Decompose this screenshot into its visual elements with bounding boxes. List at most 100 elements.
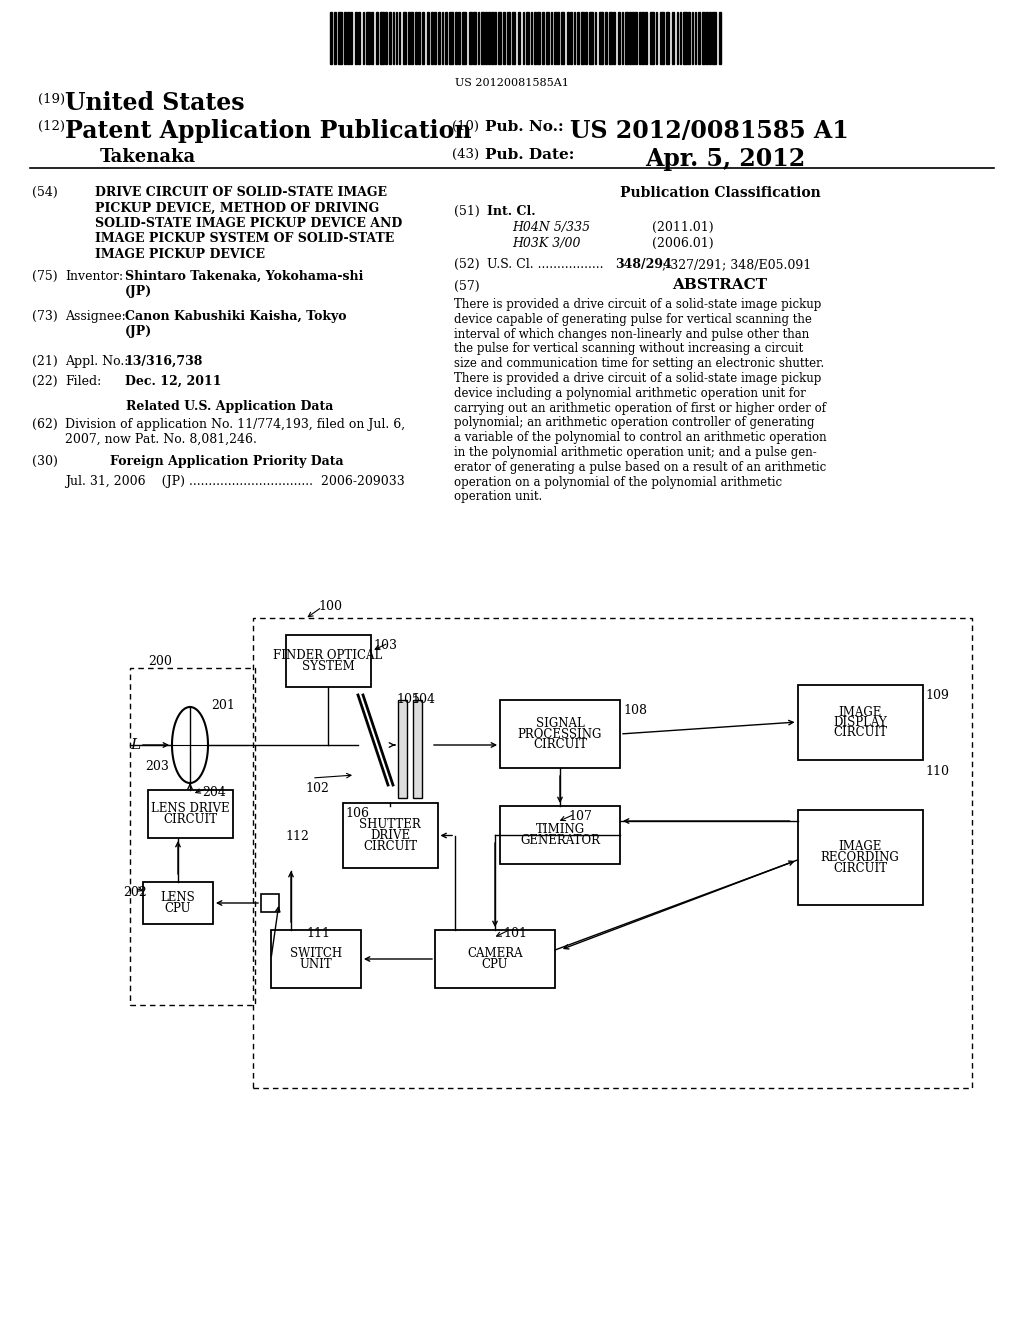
Text: (57): (57) (454, 280, 479, 293)
Text: CPU: CPU (481, 958, 508, 970)
Bar (469, 12, 471, 63)
Text: UNIT: UNIT (300, 958, 333, 970)
Bar (551, 12, 552, 63)
Text: 202: 202 (123, 886, 146, 899)
Bar (366, 12, 370, 63)
Text: Appl. No.:: Appl. No.: (65, 355, 128, 368)
Bar (567, 12, 568, 63)
Text: (19): (19) (38, 92, 66, 106)
Text: (2006.01): (2006.01) (652, 238, 714, 249)
Bar (434, 12, 436, 63)
Bar (376, 12, 378, 63)
Bar (253, 618, 972, 1088)
Text: DISPLAY: DISPLAY (834, 715, 887, 729)
Bar (688, 12, 690, 63)
Text: interval of which changes non-linearly and pulse other than: interval of which changes non-linearly a… (454, 327, 809, 341)
Text: Related U.S. Application Data: Related U.S. Application Data (126, 400, 334, 413)
Bar (660, 12, 664, 63)
Bar (635, 12, 637, 63)
Bar (581, 12, 584, 63)
Bar (622, 12, 623, 63)
Text: (75): (75) (32, 271, 57, 282)
Bar (435, 931, 555, 987)
Bar (389, 12, 391, 63)
Bar (608, 12, 611, 63)
Bar (462, 12, 466, 63)
Bar (350, 12, 352, 63)
Text: CIRCUIT: CIRCUIT (163, 813, 217, 826)
Text: U.S. Cl. .................: U.S. Cl. ................. (487, 257, 603, 271)
Bar (712, 12, 716, 63)
Bar (629, 12, 631, 63)
Bar (701, 12, 705, 63)
Text: ABSTRACT: ABSTRACT (673, 279, 768, 292)
Bar (271, 931, 361, 987)
Bar (573, 12, 575, 63)
Bar (330, 12, 332, 63)
Text: LENS: LENS (161, 891, 196, 904)
Text: Patent Application Publication: Patent Application Publication (65, 119, 471, 143)
Text: ; 327/291; 348/E05.091: ; 327/291; 348/E05.091 (662, 257, 811, 271)
Text: There is provided a drive circuit of a solid-state image pickup: There is provided a drive circuit of a s… (454, 298, 821, 312)
Text: Pub. Date:: Pub. Date: (485, 148, 574, 162)
Bar (355, 12, 356, 63)
Text: 107: 107 (568, 810, 592, 822)
Bar (490, 12, 493, 63)
Bar (395, 12, 397, 63)
Text: CIRCUIT: CIRCUIT (833, 862, 887, 874)
Text: 2007, now Pat. No. 8,081,246.: 2007, now Pat. No. 8,081,246. (65, 433, 257, 446)
Text: operation on a polynomial of the polynomial arithmetic: operation on a polynomial of the polynom… (454, 475, 782, 488)
Text: (JP): (JP) (125, 325, 153, 338)
Bar (498, 12, 501, 63)
Bar (694, 12, 696, 63)
Bar (698, 12, 700, 63)
Bar (650, 12, 654, 63)
Text: 200: 200 (148, 655, 172, 668)
Bar (398, 12, 400, 63)
Text: in the polynomial arithmetic operation unit; and a pulse gen-: in the polynomial arithmetic operation u… (454, 446, 817, 459)
Bar (477, 12, 479, 63)
Bar (449, 12, 453, 63)
Text: CPU: CPU (165, 902, 191, 915)
Text: (10): (10) (452, 120, 479, 133)
Bar (570, 12, 572, 63)
Text: erator of generating a pulse based on a result of an arithmetic: erator of generating a pulse based on a … (454, 461, 826, 474)
Text: 109: 109 (926, 689, 949, 702)
Bar (542, 12, 544, 63)
Bar (719, 12, 721, 63)
Bar (589, 12, 593, 63)
Bar (261, 894, 279, 912)
Bar (546, 12, 549, 63)
Bar (683, 12, 686, 63)
Text: TIMING: TIMING (536, 824, 585, 837)
Text: operation unit.: operation unit. (454, 491, 543, 503)
Text: CIRCUIT: CIRCUIT (532, 738, 587, 751)
Text: Assignee:: Assignee: (65, 310, 126, 323)
Text: US 2012/0081585 A1: US 2012/0081585 A1 (570, 119, 849, 143)
Text: 203: 203 (145, 760, 169, 774)
Bar (411, 12, 413, 63)
Text: Takenaka: Takenaka (100, 148, 197, 166)
Text: There is provided a drive circuit of a solid-state image pickup: There is provided a drive circuit of a s… (454, 372, 821, 385)
Bar (507, 12, 510, 63)
Text: device capable of generating pulse for vertical scanning the: device capable of generating pulse for v… (454, 313, 812, 326)
Text: 106: 106 (345, 807, 370, 820)
Text: RECORDING: RECORDING (820, 851, 899, 865)
Text: 204: 204 (202, 785, 226, 799)
Text: 13/316,738: 13/316,738 (125, 355, 204, 368)
Bar (706, 12, 708, 63)
Text: SHUTTER: SHUTTER (359, 818, 421, 832)
Bar (458, 12, 460, 63)
Text: Inventor:: Inventor: (65, 271, 123, 282)
Bar (143, 882, 213, 924)
Text: PROCESSING: PROCESSING (518, 727, 602, 741)
Bar (338, 12, 341, 63)
Text: SIGNAL: SIGNAL (536, 717, 585, 730)
Bar (147, 789, 232, 838)
Text: Pub. No.:: Pub. No.: (485, 120, 563, 135)
Bar (655, 12, 657, 63)
Text: 108: 108 (623, 704, 647, 717)
Bar (494, 12, 496, 63)
Text: 111: 111 (306, 927, 330, 940)
Bar (639, 12, 640, 63)
